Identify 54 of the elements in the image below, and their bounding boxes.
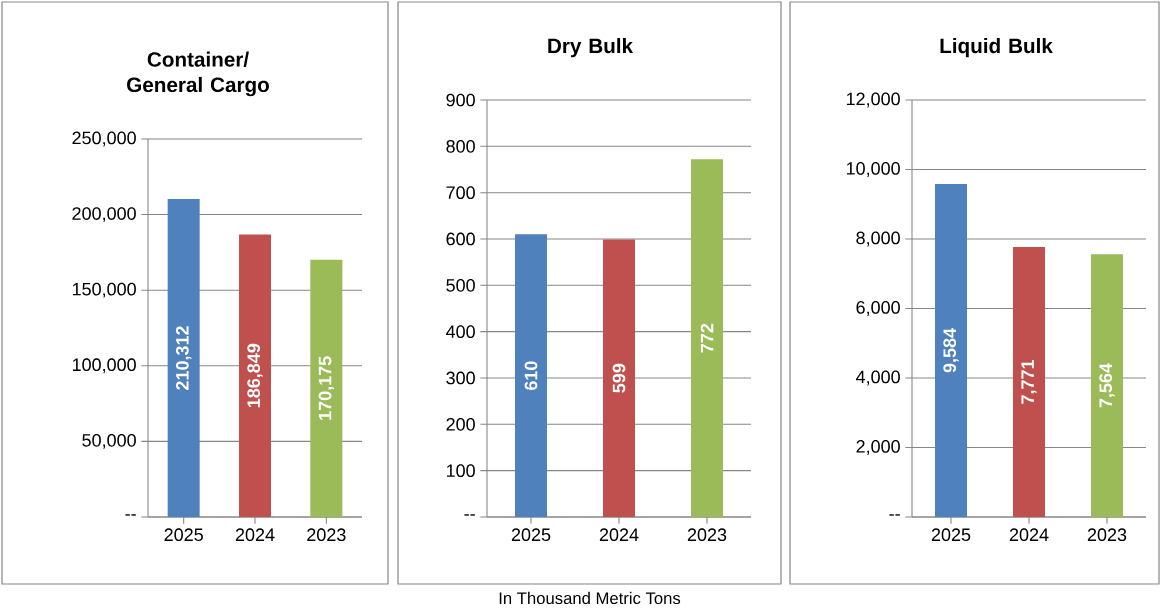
- data-label: 610: [524, 361, 538, 391]
- bar: [1091, 254, 1123, 517]
- data-label: 9,584: [943, 328, 959, 373]
- chart-title: Liquid Bulk: [940, 38, 1053, 58]
- y-tick-label: 150,000: [72, 282, 136, 298]
- x-tick-label: 2024: [235, 528, 275, 542]
- bar: [515, 234, 548, 517]
- bar: [935, 183, 967, 517]
- x-tick-label: 2025: [164, 528, 203, 542]
- y-tick-label: 200,000: [72, 207, 136, 223]
- data-label: 210,312: [176, 326, 192, 390]
- bar: [310, 259, 343, 517]
- y-tick-label: 50,000: [82, 433, 136, 449]
- data-label: 7,564: [1099, 363, 1115, 408]
- y-tick-label: 2,000: [856, 440, 900, 455]
- y-tick-label: --: [889, 514, 900, 516]
- y-tick-label: 500: [446, 278, 475, 292]
- y-tick-label: 200: [446, 417, 475, 431]
- y-tick-label: 800: [446, 139, 475, 153]
- text: In Thousand Metric Tons: [499, 591, 681, 605]
- y-tick-label: 12,000: [846, 92, 900, 108]
- y-tick-label: --: [464, 514, 475, 516]
- y-tick-label: 700: [446, 186, 475, 200]
- x-tick-label: 2025: [931, 528, 971, 542]
- x-tick-label: 2025: [511, 528, 551, 542]
- data-label: 772: [700, 323, 714, 353]
- x-tick-label: 2023: [307, 528, 346, 542]
- chart-title: Dry Bulk: [548, 38, 634, 58]
- y-tick-label: 100,000: [72, 358, 136, 374]
- y-tick-label: 100: [446, 464, 475, 478]
- y-tick-label: 4,000: [856, 370, 900, 386]
- data-label: 599: [612, 363, 626, 393]
- x-tick-label: 2024: [1009, 528, 1049, 542]
- y-tick-label: --: [125, 514, 136, 516]
- chart-title: Container/ General Cargo: [127, 51, 269, 97]
- y-tick-label: 400: [446, 325, 475, 339]
- x-tick-label: 2023: [687, 528, 727, 542]
- data-label: 170,175: [318, 356, 335, 420]
- bar: [603, 239, 635, 517]
- y-tick-label: 300: [446, 371, 475, 385]
- bar: [167, 199, 200, 517]
- data-label: 186,849: [247, 343, 263, 408]
- bar: [239, 234, 272, 517]
- y-tick-label: 8,000: [856, 231, 900, 247]
- y-tick-label: 6,000: [856, 301, 900, 316]
- x-tick-label: 2024: [599, 528, 639, 542]
- y-tick-label: 600: [446, 232, 475, 246]
- y-tick-label: 250,000: [72, 131, 136, 147]
- x-tick-label: 2023: [1087, 528, 1127, 542]
- bar: [1013, 246, 1045, 517]
- data-label: 7,771: [1021, 359, 1037, 404]
- y-tick-label: 900: [446, 93, 475, 107]
- y-tick-label: 10,000: [846, 162, 900, 177]
- bar: [691, 159, 723, 517]
